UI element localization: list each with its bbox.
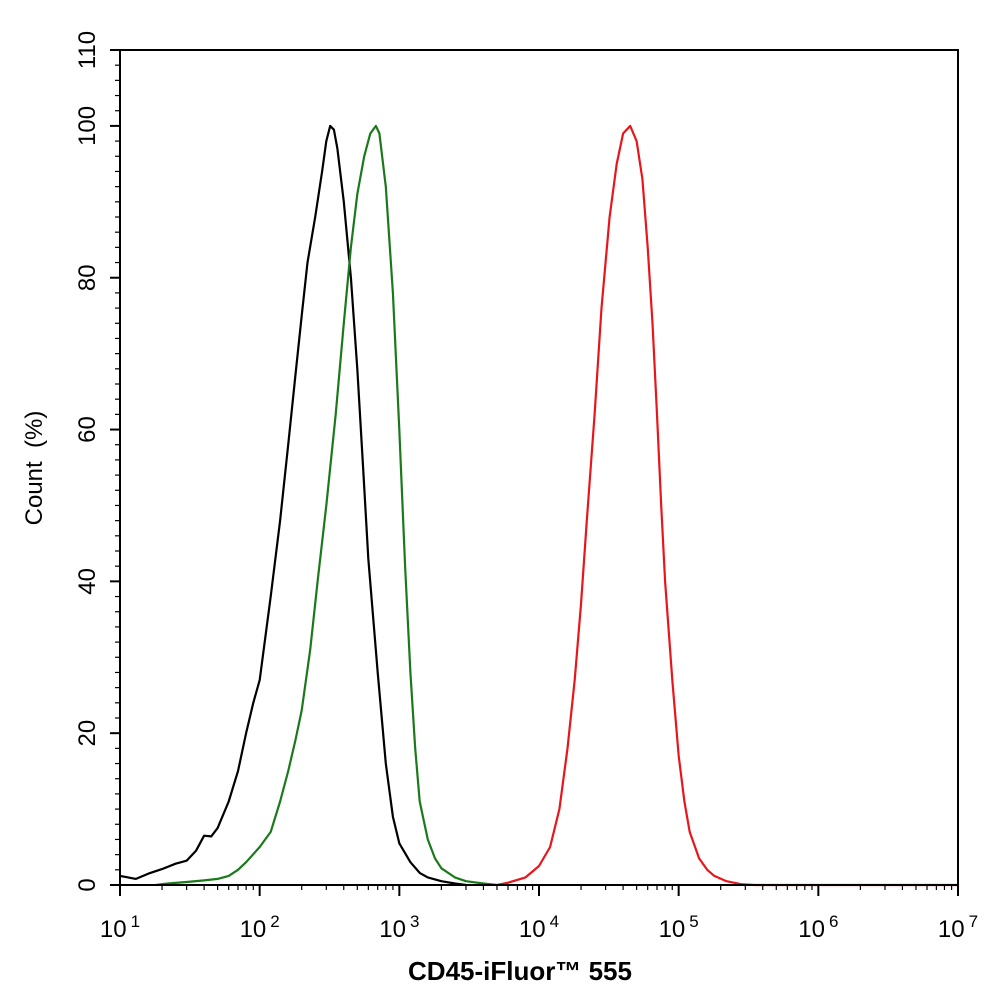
series-layer bbox=[119, 124, 958, 887]
series-line-3 bbox=[496, 124, 958, 887]
x-tick-label: 10 6 bbox=[798, 912, 838, 943]
x-axis-label: CD45-iFluor™ 555 bbox=[408, 956, 632, 986]
y-tick-label: 110 bbox=[74, 31, 101, 69]
x-tick-label: 10 2 bbox=[240, 912, 280, 943]
series-line-2 bbox=[155, 124, 498, 887]
x-tick-label: 10 4 bbox=[519, 912, 559, 943]
y-tick-label: 0 bbox=[74, 878, 101, 891]
y-axis: 0 20 40 60 80 100 110 bbox=[74, 31, 120, 892]
x-tick-label: 10 7 bbox=[938, 912, 978, 943]
y-tick-label: 80 bbox=[74, 264, 101, 291]
y-tick-label: 60 bbox=[74, 416, 101, 443]
y-tick-label: 20 bbox=[74, 720, 101, 747]
x-tick-label: 10 3 bbox=[379, 912, 419, 943]
y-tick-label: 100 bbox=[74, 106, 101, 146]
x-tick-label: 10 5 bbox=[659, 912, 699, 943]
series-line-1 bbox=[119, 124, 467, 887]
y-axis-label: Count (%) bbox=[21, 411, 48, 526]
x-tick-label: 10 1 bbox=[100, 912, 140, 943]
x-axis: 10 1 10 2 10 3 10 4 10 5 10 6 10 7 bbox=[100, 885, 978, 943]
plot-frame bbox=[119, 49, 959, 886]
y-tick-label: 40 bbox=[74, 568, 101, 595]
